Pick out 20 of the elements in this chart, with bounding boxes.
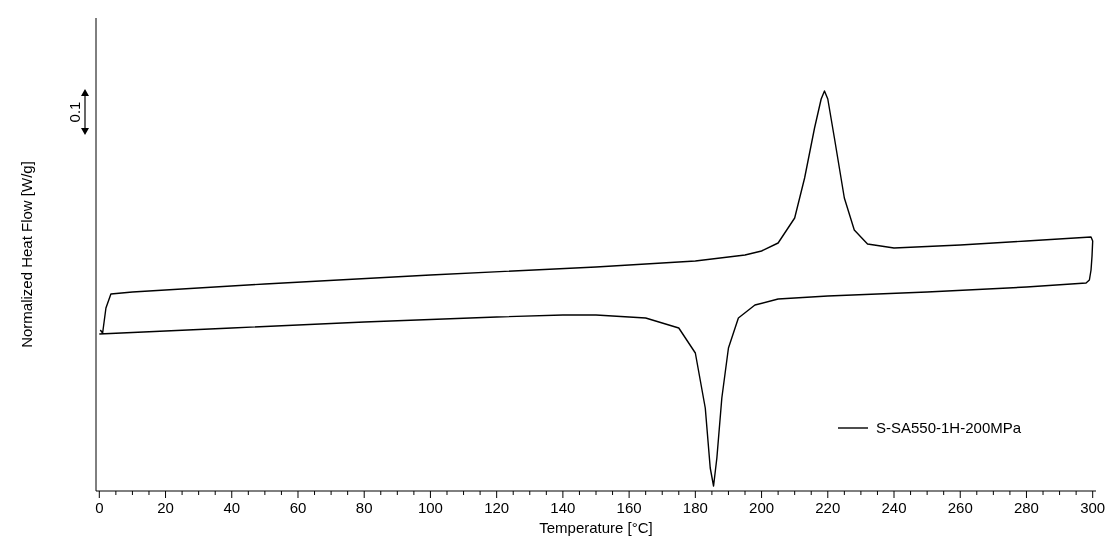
x-tick-label: 200 bbox=[749, 499, 775, 516]
legend-label: S-SA550-1H-200MPa bbox=[876, 419, 1022, 436]
x-tick-label: 40 bbox=[223, 499, 241, 516]
y-axis-title: Normalized Heat Flow [W/g] bbox=[18, 161, 35, 348]
x-tick-label: 160 bbox=[616, 499, 642, 516]
text: 0.1 bbox=[66, 101, 83, 123]
x-tick-label: 20 bbox=[157, 499, 174, 516]
x-tick-label: 220 bbox=[815, 499, 841, 516]
x-tick-label: 120 bbox=[484, 499, 510, 516]
x-tick-label: 0 bbox=[95, 499, 104, 516]
x-axis-title: Temperature [°C] bbox=[539, 519, 653, 536]
x-tick-label: 80 bbox=[355, 499, 373, 516]
x-tick-label: 260 bbox=[947, 499, 973, 516]
x-tick-label: 240 bbox=[881, 499, 907, 516]
x-tick-label: 100 bbox=[417, 499, 443, 516]
x-tick-label: 140 bbox=[550, 499, 576, 516]
x-tick-label: 180 bbox=[682, 499, 708, 516]
x-tick-label: 60 bbox=[289, 499, 307, 516]
x-tick-label: 300 bbox=[1080, 499, 1106, 516]
x-tick-label: 280 bbox=[1013, 499, 1039, 516]
